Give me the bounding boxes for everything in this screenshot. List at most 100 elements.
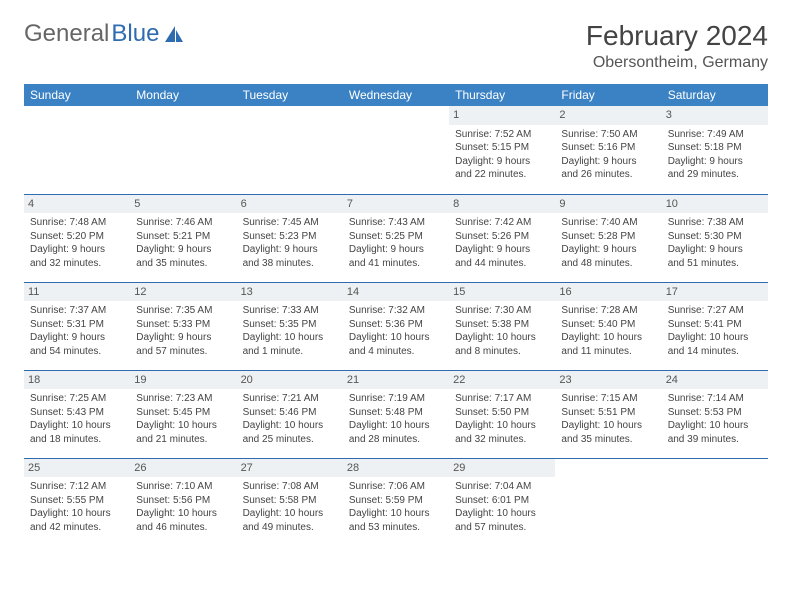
- day-number: 16: [555, 283, 661, 302]
- calendar-cell: 5Sunrise: 7:46 AMSunset: 5:21 PMDaylight…: [130, 194, 236, 282]
- sunrise-text: Sunrise: 7:33 AM: [243, 304, 337, 318]
- weekday-header: Tuesday: [237, 84, 343, 106]
- calendar-cell: 15Sunrise: 7:30 AMSunset: 5:38 PMDayligh…: [449, 282, 555, 370]
- sunset-text: Sunset: 5:23 PM: [243, 230, 337, 244]
- calendar-cell: 14Sunrise: 7:32 AMSunset: 5:36 PMDayligh…: [343, 282, 449, 370]
- day-number: 24: [662, 371, 768, 390]
- calendar-cell: 23Sunrise: 7:15 AMSunset: 5:51 PMDayligh…: [555, 370, 661, 458]
- calendar-row: 18Sunrise: 7:25 AMSunset: 5:43 PMDayligh…: [24, 370, 768, 458]
- calendar-cell: 1Sunrise: 7:52 AMSunset: 5:15 PMDaylight…: [449, 106, 555, 194]
- sunrise-text: Sunrise: 7:32 AM: [349, 304, 443, 318]
- sunrise-text: Sunrise: 7:42 AM: [455, 216, 549, 230]
- daylight-text: Daylight: 10 hours: [561, 331, 655, 345]
- sunset-text: Sunset: 5:45 PM: [136, 406, 230, 420]
- day-number: 3: [662, 106, 768, 125]
- day-number: 9: [555, 195, 661, 214]
- sunset-text: Sunset: 5:31 PM: [30, 318, 124, 332]
- calendar-cell: 20Sunrise: 7:21 AMSunset: 5:46 PMDayligh…: [237, 370, 343, 458]
- calendar-cell: 8Sunrise: 7:42 AMSunset: 5:26 PMDaylight…: [449, 194, 555, 282]
- day-number: 20: [237, 371, 343, 390]
- sunset-text: Sunset: 5:21 PM: [136, 230, 230, 244]
- calendar-cell: 26Sunrise: 7:10 AMSunset: 5:56 PMDayligh…: [130, 458, 236, 546]
- sunrise-text: Sunrise: 7:08 AM: [243, 480, 337, 494]
- day-number: 19: [130, 371, 236, 390]
- sunset-text: Sunset: 5:56 PM: [136, 494, 230, 508]
- sunrise-text: Sunrise: 7:21 AM: [243, 392, 337, 406]
- sunset-text: Sunset: 5:58 PM: [243, 494, 337, 508]
- daylight-text: and 28 minutes.: [349, 433, 443, 447]
- calendar-row: 25Sunrise: 7:12 AMSunset: 5:55 PMDayligh…: [24, 458, 768, 546]
- calendar-cell: 12Sunrise: 7:35 AMSunset: 5:33 PMDayligh…: [130, 282, 236, 370]
- daylight-text: and 32 minutes.: [455, 433, 549, 447]
- calendar-cell: 4Sunrise: 7:48 AMSunset: 5:20 PMDaylight…: [24, 194, 130, 282]
- daylight-text: and 54 minutes.: [30, 345, 124, 359]
- sunrise-text: Sunrise: 7:30 AM: [455, 304, 549, 318]
- day-number: 23: [555, 371, 661, 390]
- calendar-body: ....1Sunrise: 7:52 AMSunset: 5:15 PMDayl…: [24, 106, 768, 546]
- day-number: 29: [449, 459, 555, 478]
- calendar-cell: .: [662, 458, 768, 546]
- day-number: 4: [24, 195, 130, 214]
- daylight-text: Daylight: 9 hours: [136, 243, 230, 257]
- daylight-text: and 4 minutes.: [349, 345, 443, 359]
- sunrise-text: Sunrise: 7:38 AM: [668, 216, 762, 230]
- daylight-text: Daylight: 10 hours: [243, 507, 337, 521]
- daylight-text: Daylight: 10 hours: [349, 331, 443, 345]
- daylight-text: and 26 minutes.: [561, 168, 655, 182]
- sunset-text: Sunset: 5:26 PM: [455, 230, 549, 244]
- calendar-cell: 19Sunrise: 7:23 AMSunset: 5:45 PMDayligh…: [130, 370, 236, 458]
- daylight-text: and 21 minutes.: [136, 433, 230, 447]
- daylight-text: Daylight: 10 hours: [136, 419, 230, 433]
- daylight-text: Daylight: 10 hours: [30, 419, 124, 433]
- daylight-text: Daylight: 9 hours: [349, 243, 443, 257]
- sunrise-text: Sunrise: 7:27 AM: [668, 304, 762, 318]
- calendar-cell: 7Sunrise: 7:43 AMSunset: 5:25 PMDaylight…: [343, 194, 449, 282]
- daylight-text: Daylight: 10 hours: [668, 419, 762, 433]
- calendar-cell: .: [24, 106, 130, 194]
- daylight-text: and 44 minutes.: [455, 257, 549, 271]
- daylight-text: and 29 minutes.: [668, 168, 762, 182]
- sunset-text: Sunset: 5:33 PM: [136, 318, 230, 332]
- day-number: 13: [237, 283, 343, 302]
- day-number: 21: [343, 371, 449, 390]
- sunrise-text: Sunrise: 7:04 AM: [455, 480, 549, 494]
- weekday-header: Thursday: [449, 84, 555, 106]
- header: GeneralBlue February 2024 Obersontheim, …: [24, 20, 768, 72]
- sunset-text: Sunset: 6:01 PM: [455, 494, 549, 508]
- calendar-cell: 17Sunrise: 7:27 AMSunset: 5:41 PMDayligh…: [662, 282, 768, 370]
- sunset-text: Sunset: 5:41 PM: [668, 318, 762, 332]
- calendar-head: SundayMondayTuesdayWednesdayThursdayFrid…: [24, 84, 768, 106]
- daylight-text: and 48 minutes.: [561, 257, 655, 271]
- day-number: 22: [449, 371, 555, 390]
- day-number: 14: [343, 283, 449, 302]
- daylight-text: Daylight: 9 hours: [668, 243, 762, 257]
- calendar-cell: 6Sunrise: 7:45 AMSunset: 5:23 PMDaylight…: [237, 194, 343, 282]
- calendar-cell: 21Sunrise: 7:19 AMSunset: 5:48 PMDayligh…: [343, 370, 449, 458]
- daylight-text: Daylight: 10 hours: [561, 419, 655, 433]
- day-number: 26: [130, 459, 236, 478]
- daylight-text: Daylight: 10 hours: [455, 331, 549, 345]
- daylight-text: and 22 minutes.: [455, 168, 549, 182]
- daylight-text: and 38 minutes.: [243, 257, 337, 271]
- calendar-cell: .: [555, 458, 661, 546]
- day-number: 10: [662, 195, 768, 214]
- calendar-cell: 25Sunrise: 7:12 AMSunset: 5:55 PMDayligh…: [24, 458, 130, 546]
- daylight-text: and 11 minutes.: [561, 345, 655, 359]
- sunset-text: Sunset: 5:38 PM: [455, 318, 549, 332]
- sunrise-text: Sunrise: 7:28 AM: [561, 304, 655, 318]
- day-number: 11: [24, 283, 130, 302]
- daylight-text: and 57 minutes.: [455, 521, 549, 535]
- daylight-text: and 53 minutes.: [349, 521, 443, 535]
- daylight-text: Daylight: 9 hours: [30, 331, 124, 345]
- daylight-text: Daylight: 9 hours: [30, 243, 124, 257]
- sunrise-text: Sunrise: 7:50 AM: [561, 128, 655, 142]
- calendar-cell: 10Sunrise: 7:38 AMSunset: 5:30 PMDayligh…: [662, 194, 768, 282]
- calendar-cell: 9Sunrise: 7:40 AMSunset: 5:28 PMDaylight…: [555, 194, 661, 282]
- daylight-text: and 57 minutes.: [136, 345, 230, 359]
- calendar-cell: 13Sunrise: 7:33 AMSunset: 5:35 PMDayligh…: [237, 282, 343, 370]
- sunrise-text: Sunrise: 7:15 AM: [561, 392, 655, 406]
- daylight-text: Daylight: 9 hours: [668, 155, 762, 169]
- location: Obersontheim, Germany: [586, 54, 768, 72]
- sunrise-text: Sunrise: 7:25 AM: [30, 392, 124, 406]
- day-number: 28: [343, 459, 449, 478]
